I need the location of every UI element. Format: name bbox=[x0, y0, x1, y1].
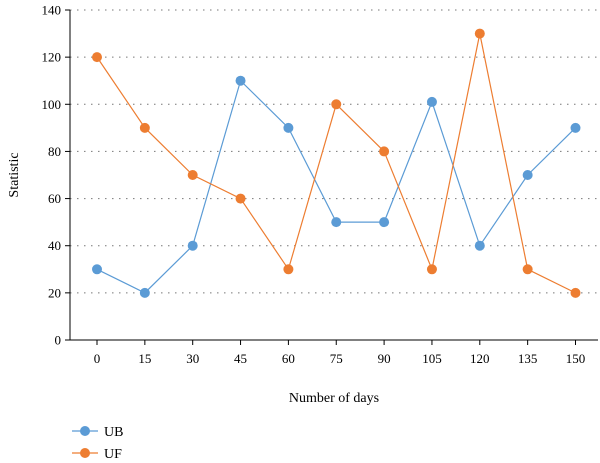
x-tick-label: 45 bbox=[234, 351, 247, 366]
series-uf-point bbox=[235, 193, 246, 204]
x-tick-label: 150 bbox=[566, 351, 586, 366]
y-tick-label: 100 bbox=[42, 97, 62, 112]
y-axis-label: Statistic bbox=[7, 152, 22, 197]
x-tick-label: 90 bbox=[378, 351, 391, 366]
legend-uf-label: UF bbox=[104, 447, 122, 462]
x-tick-label: 75 bbox=[330, 351, 343, 366]
legend-ub-marker bbox=[80, 426, 90, 436]
series-uf-point bbox=[570, 287, 581, 298]
y-tick-label: 40 bbox=[48, 238, 61, 253]
y-tick-label: 20 bbox=[48, 285, 61, 300]
series-ub-point bbox=[570, 122, 581, 133]
series-ub-point bbox=[426, 96, 437, 107]
legend-uf-marker bbox=[80, 448, 90, 458]
series-ub-point bbox=[379, 217, 390, 228]
x-ticks: 0 15 30 45 60 75 90 105 120 135 150 bbox=[94, 340, 586, 366]
series-uf-point bbox=[426, 264, 437, 275]
x-tick-label: 105 bbox=[422, 351, 442, 366]
series-uf-point bbox=[522, 264, 533, 275]
y-ticks: 0 20 40 60 80 100 120 140 bbox=[42, 3, 70, 348]
legend-item-ub: UB bbox=[72, 425, 123, 440]
axes bbox=[69, 10, 598, 341]
series-ub-point bbox=[139, 287, 150, 298]
series-uf-line bbox=[96, 33, 576, 294]
x-tick-label: 120 bbox=[470, 351, 490, 366]
series-uf-point bbox=[283, 264, 294, 275]
series-ub-point bbox=[283, 122, 294, 133]
y-tick-label: 0 bbox=[55, 333, 62, 348]
series-ub-point bbox=[474, 240, 485, 251]
x-tick-label: 60 bbox=[282, 351, 295, 366]
x-tick-label: 135 bbox=[518, 351, 538, 366]
grid bbox=[70, 9, 598, 294]
series-uf-point bbox=[379, 146, 390, 157]
x-tick-label: 0 bbox=[94, 351, 101, 366]
legend-item-uf: UF bbox=[72, 447, 122, 462]
series-uf-point bbox=[474, 28, 485, 39]
x-axis-label: Number of days bbox=[289, 391, 379, 406]
y-tick-label: 80 bbox=[48, 144, 61, 159]
series-ub-point bbox=[92, 264, 102, 275]
y-tick-label: 60 bbox=[48, 191, 61, 206]
series-ub-point bbox=[187, 240, 198, 251]
series-ub-point bbox=[522, 170, 533, 180]
series bbox=[92, 28, 581, 298]
legend: UB UF bbox=[72, 425, 123, 462]
series-ub-point bbox=[235, 75, 246, 86]
legend-ub-label: UB bbox=[104, 425, 123, 440]
series-ub-point bbox=[331, 217, 342, 228]
y-tick-label: 120 bbox=[42, 50, 62, 65]
x-tick-label: 15 bbox=[138, 351, 151, 366]
x-tick-label: 30 bbox=[186, 351, 199, 366]
series-uf bbox=[92, 28, 581, 298]
series-uf-point bbox=[139, 122, 150, 133]
series-ub bbox=[92, 75, 581, 298]
series-uf-point bbox=[92, 52, 102, 63]
series-uf-point bbox=[187, 170, 198, 180]
series-uf-point bbox=[331, 99, 342, 110]
series-ub-line bbox=[96, 79, 576, 294]
y-tick-label: 140 bbox=[42, 3, 62, 18]
